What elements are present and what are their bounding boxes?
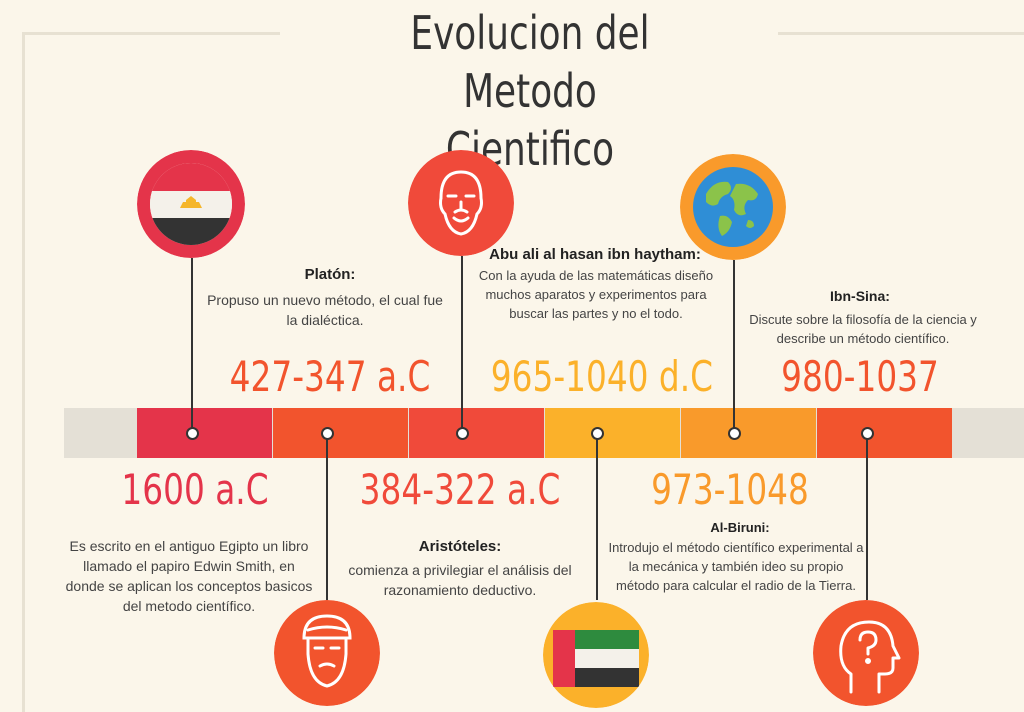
event-3-year: 384-322 a.C <box>359 465 561 514</box>
event-5-year: 973-1048 <box>651 465 809 514</box>
bearded-philosopher-icon <box>408 150 514 256</box>
timeline-segment-4 <box>545 408 680 458</box>
globe-icon <box>680 154 786 260</box>
stem-3 <box>461 256 463 434</box>
event-3-description: comienza a privilegiar el análisis del r… <box>348 562 572 598</box>
timeline-dot-1 <box>186 427 199 440</box>
timeline-segment-2 <box>273 408 408 458</box>
stem-2 <box>326 434 328 600</box>
timeline-dot-3 <box>456 427 469 440</box>
title-line-1: Evolucion del Metodo <box>410 6 650 118</box>
stem-4 <box>596 434 598 600</box>
event-2-name: Platón: <box>304 266 356 283</box>
frame-line-top-right <box>778 32 1024 35</box>
timeline-dot-6 <box>861 427 874 440</box>
event-4-year: 965-1040 d.C <box>490 352 714 401</box>
title-line-2: Cientifico <box>445 122 615 176</box>
frame-line-left <box>22 32 25 712</box>
event-5-name: Al-Biruni: <box>710 520 770 535</box>
stem-5 <box>733 260 735 434</box>
bearded-man-turban-icon <box>274 600 380 706</box>
event-1-description: Es escrito en el antiguo Egipto un libro… <box>65 538 313 614</box>
page-title: Evolucion del Metodo Cientifico <box>351 4 710 178</box>
timeline-dot-2 <box>321 427 334 440</box>
event-3-name: Aristóteles: <box>418 538 502 555</box>
timeline-segment-3 <box>409 408 544 458</box>
stem-1 <box>191 258 193 434</box>
event-4-description: Con la ayuda de las matemáticas diseño m… <box>478 268 714 321</box>
timeline-segment-5 <box>681 408 816 458</box>
event-6-description: Discute sobre la filosofía de la ciencia… <box>749 312 977 346</box>
event-6-name: Ibn-Sina: <box>830 288 890 304</box>
egypt-flag-icon <box>137 150 245 258</box>
event-2-description: Propuso un nuevo método, el cual fue la … <box>207 292 443 328</box>
timeline-segment-6 <box>817 408 952 458</box>
stem-6 <box>866 434 868 600</box>
head-question-icon <box>813 600 919 706</box>
frame-line-top-left <box>22 32 280 35</box>
timeline-dot-5 <box>728 427 741 440</box>
timeline-dot-4 <box>591 427 604 440</box>
timeline-segment-1 <box>137 408 272 458</box>
event-2-year: 427-347 a.C <box>229 352 431 401</box>
event-6-year: 980-1037 <box>781 352 939 401</box>
event-4-name: Abu ali al hasan ibn haytham: <box>489 246 701 263</box>
uae-flag-icon <box>543 602 649 708</box>
event-1-year: 1600 a.C <box>121 465 269 514</box>
event-5-description: Introdujo el método científico experimen… <box>608 540 864 593</box>
